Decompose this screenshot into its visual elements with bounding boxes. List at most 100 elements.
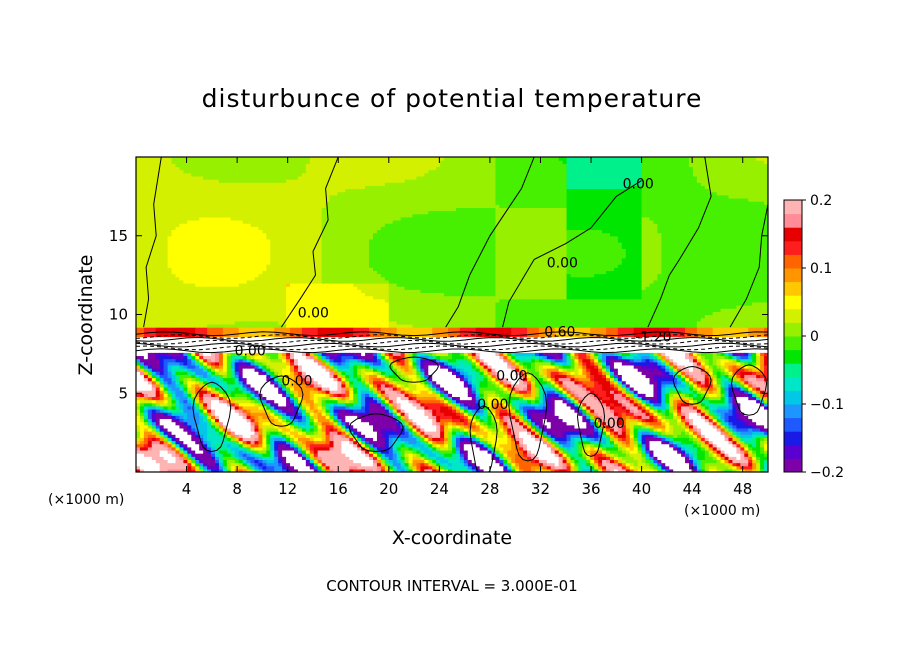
heatmap-cell [179,295,184,300]
heatmap-cell [139,223,145,227]
heatmap-cell [246,386,252,391]
heatmap-cell [218,412,224,416]
heatmap-cell [238,377,244,382]
heatmap-cell [139,374,145,379]
heatmap-cell [171,283,177,287]
heatmap-cell [183,314,188,319]
heatmap-cell [234,235,240,240]
heatmap-cell [159,226,165,231]
heatmap-cell [218,424,224,429]
heatmap-cell [136,213,141,218]
heatmap-cell [226,427,232,432]
heatmap-cell [167,453,173,457]
heatmap-cell [183,286,188,290]
heatmap-cell [195,415,200,420]
heatmap-cell [238,166,244,171]
heatmap-cell [159,393,165,397]
heatmap-cell [218,386,224,391]
heatmap-cell [211,232,216,237]
heatmap-cell [203,336,208,341]
heatmap-cell [195,402,200,407]
heatmap-cell [159,440,165,445]
heatmap-cell [143,427,149,432]
heatmap-cell [203,226,208,231]
heatmap-cell [191,292,196,297]
heatmap-cell [175,298,181,303]
heatmap-cell [242,160,248,164]
heatmap-cell [234,289,240,294]
heatmap-cell [136,320,141,325]
heatmap-cell [155,283,161,287]
heatmap-cell [159,462,165,467]
heatmap-cell [171,468,177,472]
heatmap-cell [222,418,228,423]
heatmap-cell [242,412,248,416]
heatmap-cell [207,364,212,369]
heatmap-cell [136,204,141,208]
heatmap-cell [151,323,157,328]
heatmap-cell [230,431,236,435]
heatmap-cell [218,393,224,397]
heatmap-cell [175,276,181,281]
heatmap-cell [159,317,165,322]
heatmap-cell [215,188,220,193]
heatmap-cell [211,339,216,344]
heatmap-cell [171,179,177,183]
heatmap-cell [238,405,244,410]
heatmap-cell [242,223,248,227]
heatmap-cell [155,449,161,454]
heatmap-cell [155,194,161,199]
heatmap-cell [143,327,149,331]
heatmap-cell [175,415,181,420]
heatmap-cell [203,157,208,161]
heatmap-cell [183,226,188,231]
heatmap-cell [143,242,149,246]
heatmap-cell [230,443,236,448]
heatmap-cell [147,301,153,306]
heatmap-cell [155,418,161,423]
heatmap-cell [179,402,184,407]
heatmap-cell [238,409,244,413]
heatmap-cell [179,405,184,410]
heatmap-cell [203,216,208,221]
heatmap-cell [175,191,181,196]
heatmap-cell [187,323,192,328]
heatmap-cell [143,207,149,212]
heatmap-cell [199,380,204,385]
heatmap-cell [136,182,141,186]
heatmap-cell [207,393,212,397]
heatmap-cell [155,327,161,331]
heatmap-cell [191,437,196,442]
heatmap-cell [234,317,240,322]
heatmap-cell [175,355,181,360]
heatmap-cell [191,377,196,382]
heatmap-cell [238,235,244,240]
heatmap-cell [183,383,188,388]
heatmap-cell [207,251,212,256]
heatmap-cell [167,459,173,464]
heatmap-cell [203,339,208,344]
heatmap-cell [230,449,236,454]
heatmap-cell [136,405,141,410]
heatmap-cell [215,462,220,467]
heatmap-cell [246,232,252,237]
heatmap-cell [155,273,161,278]
heatmap-cell [242,446,248,451]
heatmap-cell [163,311,169,316]
heatmap-cell [159,396,165,401]
heatmap-cell [139,292,145,297]
heatmap-cell [183,276,188,281]
heatmap-cell [143,449,149,454]
heatmap-cell [230,163,236,168]
heatmap-cell [199,330,204,334]
heatmap-cell [222,188,228,193]
heatmap-cell [143,446,149,451]
heatmap-cell [179,210,184,215]
heatmap-cell [207,179,212,183]
heatmap-cell [151,352,157,357]
heatmap-cell [187,371,192,375]
heatmap-cell [167,172,173,177]
heatmap-cell [151,220,157,224]
heatmap-cell [230,216,236,221]
heatmap-cell [151,314,157,319]
